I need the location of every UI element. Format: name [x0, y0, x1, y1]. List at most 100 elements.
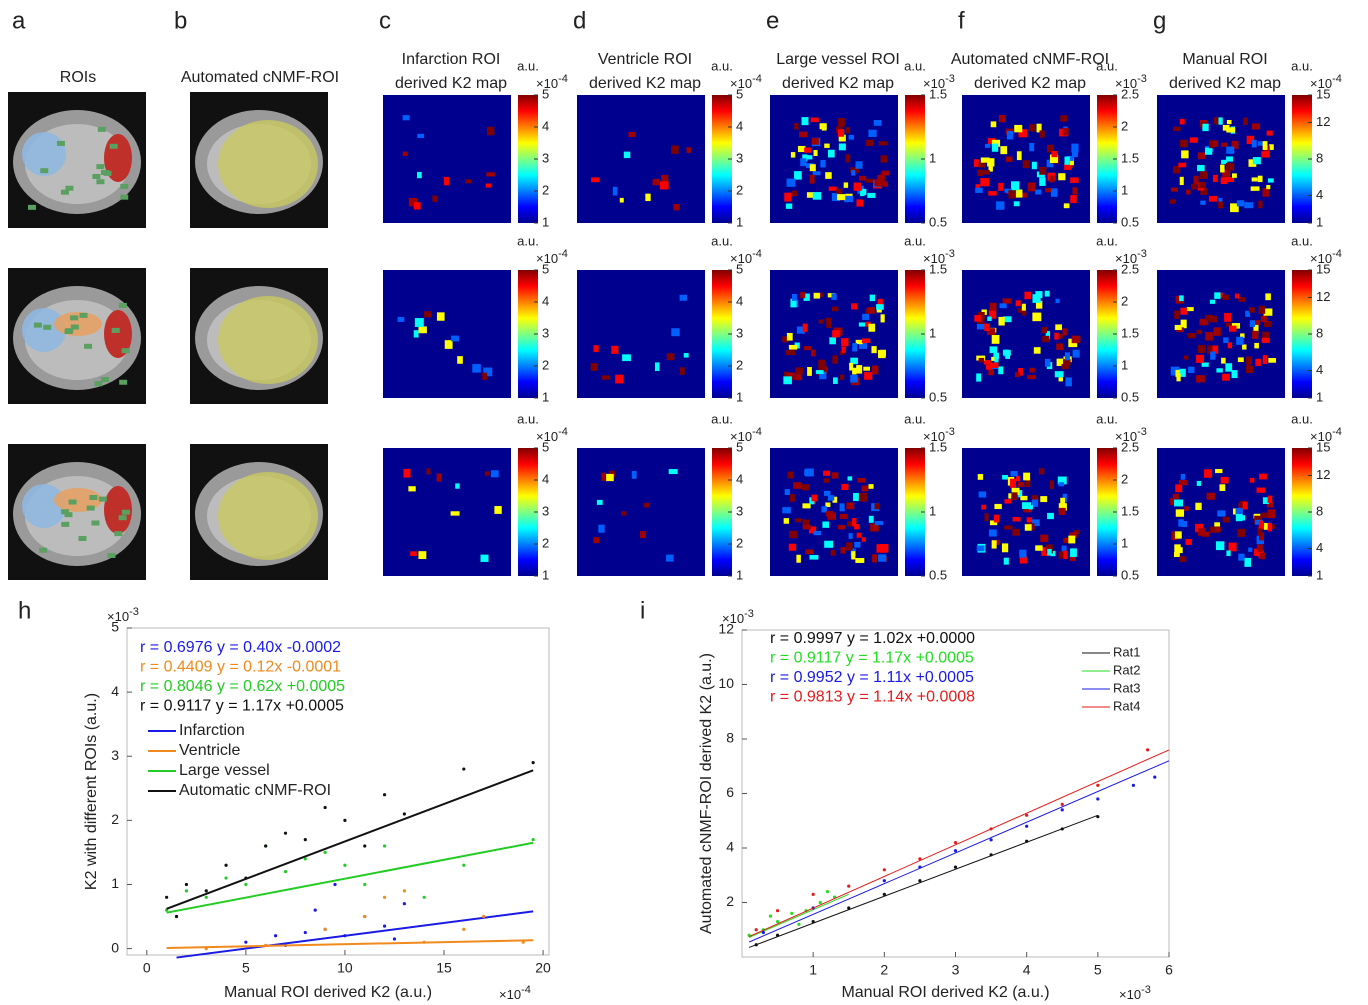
map-pixel [802, 524, 811, 530]
scatter-point [882, 868, 886, 872]
map-pixel [818, 319, 824, 324]
scatter-point [303, 857, 307, 861]
map-pixel [1176, 373, 1181, 382]
colorbar-tick-label: 1 [929, 150, 936, 165]
roi-auto [218, 472, 318, 560]
colorbar-tick-label: 2.5 [1121, 261, 1139, 276]
colorbar-tick-label: 1.5 [929, 261, 947, 276]
map-pixel [998, 115, 1006, 123]
map-pixel [839, 503, 845, 512]
map-pixel [809, 555, 819, 560]
map-pixel [1222, 373, 1230, 381]
map-pixel [1032, 519, 1040, 527]
colorbar-tick-label: 1 [1316, 389, 1323, 404]
map-pixel [993, 352, 1000, 359]
exponent: -3 [1137, 73, 1147, 85]
map-pixel [1198, 181, 1206, 189]
colorbar-tick-label: 5 [542, 261, 549, 276]
map-pixel [783, 376, 792, 385]
colorbar-tick-label: 2 [736, 357, 743, 372]
map-pixel [1261, 337, 1270, 343]
map-pixel [792, 294, 797, 301]
unit-label: a.u. [517, 58, 539, 73]
map-pixel [803, 346, 812, 351]
map-pixel [418, 326, 427, 334]
map-title: derived K2 map [589, 75, 701, 92]
map-pixel [1174, 531, 1182, 539]
multiplier-label: ×10-3 [107, 606, 139, 625]
map-pixel [839, 350, 845, 355]
scatter-point [392, 937, 397, 941]
map-pixel [661, 174, 669, 183]
map-pixel [1256, 487, 1266, 493]
legend-label: Ventricle [179, 742, 240, 759]
map-pixel [1027, 374, 1037, 380]
panel-letter: b [174, 7, 187, 34]
map-pixel [867, 307, 875, 314]
scatter-point [847, 884, 851, 888]
map-pixel [1264, 320, 1272, 327]
scatter-point [882, 879, 886, 883]
map-pixel [988, 529, 997, 537]
map-pixel [1217, 510, 1226, 517]
map-pixel [1252, 330, 1259, 339]
map-pixel [1229, 325, 1237, 332]
multiplier: ×10 [536, 429, 558, 444]
map-pixel [811, 349, 816, 357]
multiplier-label: ×10-3 [923, 73, 955, 92]
k2-map [383, 270, 511, 398]
map-pixel [804, 468, 814, 477]
map-pixel [1213, 117, 1223, 125]
map-pixel [849, 362, 854, 371]
map-pixel [804, 147, 812, 153]
unit-label: a.u. [1291, 233, 1313, 248]
colorbar-tick-label: 2.5 [1121, 86, 1139, 101]
scatter-point [953, 840, 958, 845]
map-pixel [1221, 357, 1226, 364]
map-pixel [794, 518, 802, 523]
fit-line [166, 841, 534, 914]
map-pixel [1057, 476, 1067, 485]
roi-green [64, 328, 73, 334]
colorbar-tick-label: 3 [542, 503, 549, 518]
map-pixel [413, 202, 421, 210]
map-pixel [822, 521, 830, 528]
map-pixel [622, 354, 631, 362]
map-pixel [1006, 130, 1014, 140]
map-pixel [593, 537, 600, 544]
map-pixel [991, 143, 999, 152]
map-pixel [806, 192, 815, 198]
map-pixel [841, 346, 846, 353]
map-pixel [1003, 557, 1009, 565]
scatter-point [224, 863, 228, 867]
map-pixel [1196, 375, 1205, 383]
x-tick-label: 1 [809, 962, 817, 978]
map-pixel [1259, 473, 1267, 480]
exponent: -3 [1137, 248, 1147, 260]
scatter-point [283, 870, 288, 874]
map-pixel [794, 372, 803, 381]
roi-green [70, 315, 79, 321]
map-pixel [1170, 366, 1180, 376]
map-pixel [457, 356, 463, 364]
map-pixel [987, 328, 996, 336]
map-pixel [832, 496, 838, 503]
map-pixel [1185, 539, 1192, 545]
map-pixel [1242, 501, 1248, 510]
scatter-point [918, 879, 922, 883]
map-pixel [1213, 327, 1221, 336]
map-pixel [843, 182, 849, 188]
map-pixel [874, 521, 884, 526]
map-pixel [1179, 295, 1184, 302]
multiplier: ×10 [730, 429, 752, 444]
map-pixel [987, 316, 992, 321]
map-pixel [984, 323, 990, 332]
map-pixel [1209, 140, 1214, 149]
y-tick-label: 10 [718, 675, 734, 691]
legend-label: Large vessel [179, 762, 270, 779]
y-tick-label: 4 [726, 839, 734, 855]
map-pixel [825, 172, 832, 179]
map-pixel [686, 147, 691, 153]
map-pixel [436, 312, 445, 321]
scatter-point [462, 863, 466, 867]
